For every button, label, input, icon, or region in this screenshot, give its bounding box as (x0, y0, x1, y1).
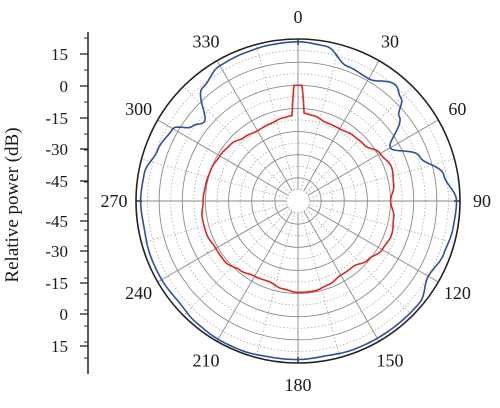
y-tick-label-upper-1: 0 (60, 77, 69, 96)
y-tick-label-upper-0: 15 (51, 45, 68, 64)
grid-spoke-60 (307, 119, 439, 196)
angle-label-90: 90 (473, 191, 491, 211)
grid-spoke-15 (300, 44, 341, 190)
grid-spoke-105 (309, 203, 455, 244)
angle-labels: 0 30 60 90 120 150 180 210 240 270 300 330 (101, 7, 492, 395)
y-tick-label-lower-2: -15 (45, 274, 68, 293)
y-tick-label-lower-0: -45 (45, 212, 68, 231)
grid-ring-0 (286, 189, 310, 213)
angle-label-150: 150 (377, 350, 404, 370)
grid-spoke-195 (255, 212, 296, 358)
y-tick-label-upper-2: -15 (45, 109, 68, 128)
grid-spoke-75 (309, 158, 455, 199)
series-layer (139, 40, 458, 361)
grid-spoke-255 (141, 203, 287, 244)
polar-grid (135, 38, 461, 364)
angle-label-120: 120 (444, 283, 471, 303)
angle-label-0: 0 (294, 7, 303, 27)
grid-spoke-300 (157, 119, 289, 196)
angle-label-30: 30 (381, 32, 399, 52)
grid-spoke-330 (216, 60, 293, 192)
grid-spoke-345 (255, 44, 296, 190)
grid-spoke-165 (300, 212, 341, 358)
y-tick-label-upper-3: -30 (45, 140, 68, 159)
grid-spoke-225 (183, 208, 291, 316)
angle-label-210: 210 (193, 350, 220, 370)
angle-label-60: 60 (448, 99, 466, 119)
grid-spoke-315 (183, 86, 291, 194)
y-tick-label-lower-1: -30 (45, 242, 68, 261)
grid-spoke-30 (303, 60, 380, 192)
y-tick-label-lower-4: 15 (51, 337, 68, 356)
y-axis-ticks: 15 0 -15 -30 -45 -45 -30 -15 0 15 (45, 37, 88, 359)
grid-spoke-120 (307, 206, 439, 283)
y-tick-label-lower-3: 0 (60, 305, 69, 324)
grid-spoke-45 (305, 86, 413, 194)
grid-spoke-240 (157, 206, 289, 283)
series-line-0 (139, 40, 458, 361)
y-axis-label: Relative power (dB) (2, 127, 23, 282)
grid-spoke-285 (141, 158, 287, 199)
series-line-1 (201, 84, 395, 294)
angle-label-330: 330 (193, 32, 220, 52)
grid-spoke-150 (303, 210, 380, 342)
y-tick-label-upper-4: -45 (45, 172, 68, 191)
angle-label-270: 270 (101, 191, 128, 211)
grid-spoke-135 (305, 208, 413, 316)
angle-label-180: 180 (285, 375, 312, 395)
angle-label-300: 300 (125, 99, 152, 119)
angle-label-240: 240 (125, 283, 152, 303)
